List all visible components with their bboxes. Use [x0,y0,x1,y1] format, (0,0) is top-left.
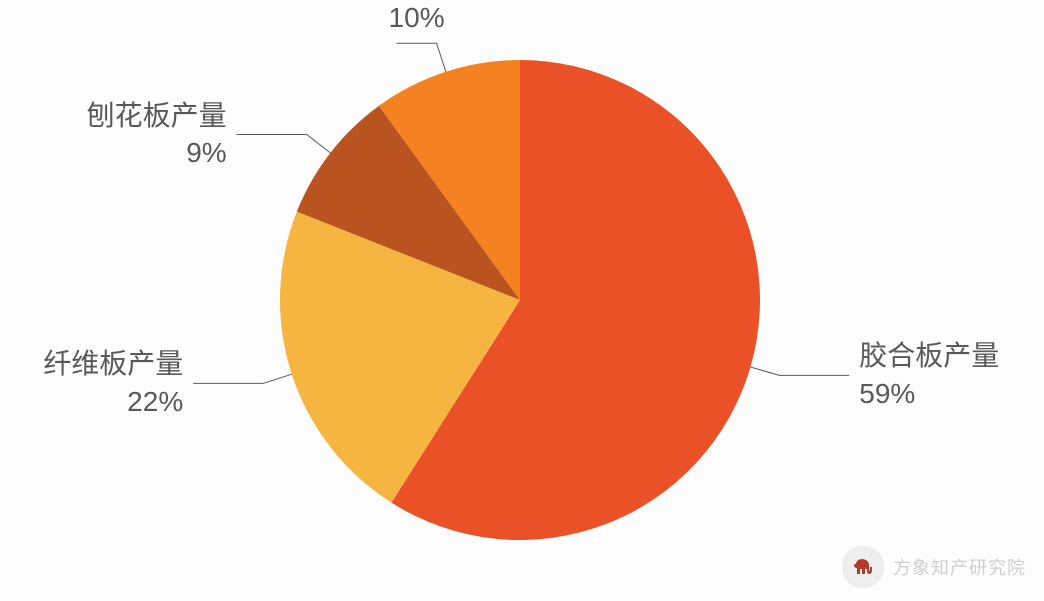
leader-line [397,43,446,72]
leader-line [237,135,331,153]
slice-label: 刨花板产量9% [87,97,227,173]
slice-label-value: 22% [43,383,183,421]
slice-label: 胶合板产量59% [859,337,999,413]
elephant-icon [851,555,875,579]
pie-chart-container [0,0,1044,601]
watermark: 方象知产研究院 [843,547,1026,587]
watermark-text: 方象知产研究院 [893,554,1026,580]
slice-label-name: 刨花板产量 [87,97,227,135]
slice-label-name: 胶合板产量 [859,337,999,375]
slice-label-name: 纤维板产量 [43,345,183,383]
slice-label: 其他人造板产量10% [319,0,515,37]
slice-label: 纤维板产量22% [43,345,183,421]
leader-line [193,374,292,383]
leader-line [750,367,849,375]
pie-chart-svg [0,0,1044,601]
slice-label-value: 9% [87,134,227,172]
slice-label-value: 59% [859,375,999,413]
slice-label-value: 10% [319,0,515,37]
watermark-avatar [843,547,883,587]
